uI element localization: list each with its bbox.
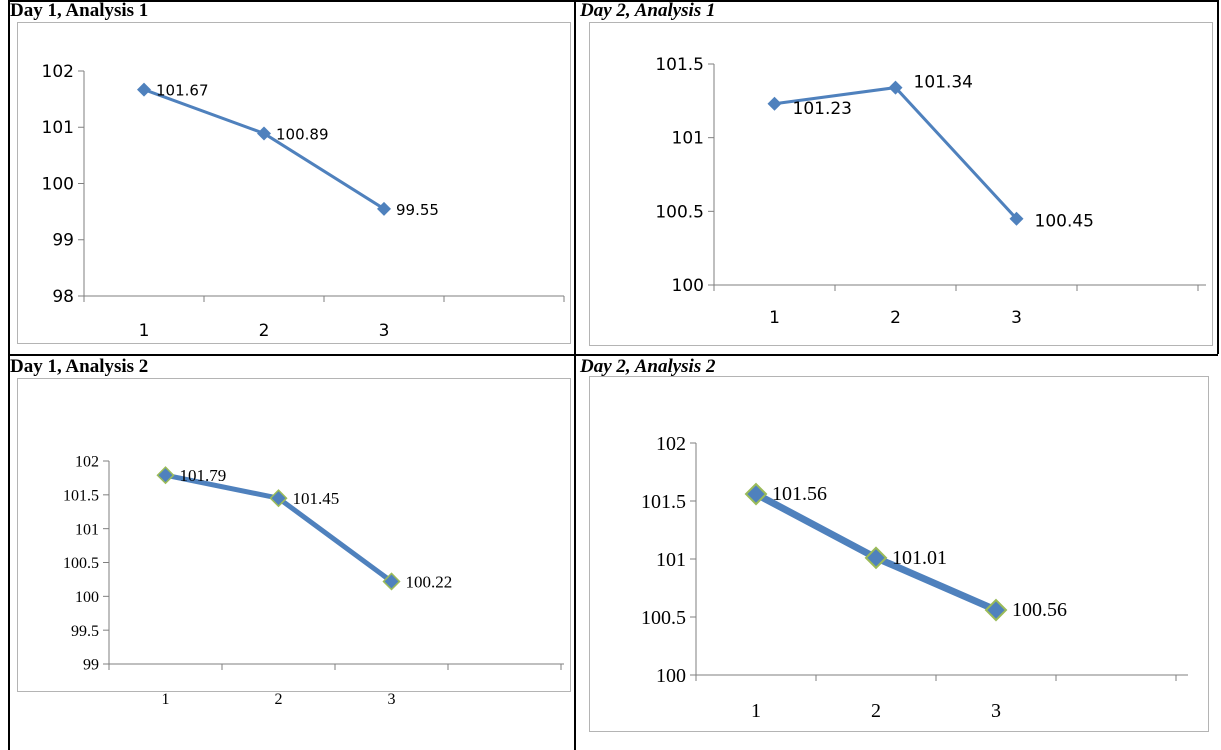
- table-border-right: [1217, 0, 1219, 354]
- chart-svg: 98 99 100 101 102 1 2 3 101.67 100.89 99.55: [42, 62, 565, 341]
- y-tick-label: 100: [672, 276, 704, 296]
- data-point-marker: [269, 489, 288, 508]
- y-tick-label: 100: [42, 174, 74, 194]
- data-point-marker: [257, 126, 271, 141]
- chart-svg: 100 100.5 101 101.5 102 1 2 3 101.56 101.01 100.56: [641, 433, 1188, 722]
- data-point-marker: [984, 598, 1008, 622]
- chart-panel-day1-analysis2: 99 99.5 100 100.5 101 101.5 102 1 2 3 101.79 101.45…: [17, 378, 571, 708]
- data-label: 101.79: [180, 466, 227, 485]
- data-point-marker: [137, 82, 151, 97]
- data-label: 101.34: [914, 73, 973, 93]
- data-point-marker: [744, 482, 768, 506]
- x-tick-label: 2: [275, 691, 283, 708]
- series-line: [142, 88, 386, 211]
- y-tick-label: 102: [42, 62, 74, 82]
- y-tick-label: 101: [75, 521, 99, 538]
- chart-panel-day1-analysis1: 98 99 100 101 102 1 2 3 101.67 100.89 99.55: [17, 22, 571, 344]
- data-label: 101.01: [892, 547, 947, 569]
- y-tick-label: 101: [656, 549, 686, 571]
- y-tick-label: 101.5: [63, 487, 99, 504]
- x-tick-label: 3: [388, 691, 396, 708]
- data-label: 100.45: [1035, 212, 1094, 232]
- data-label: 101.23: [793, 99, 852, 119]
- y-tick-label: 100.5: [63, 555, 99, 572]
- data-point-marker: [1009, 211, 1024, 226]
- y-tick-label: 98: [52, 287, 74, 307]
- y-tick-label: 101: [672, 129, 704, 149]
- data-label: 100.22: [406, 572, 453, 591]
- data-label: 101.45: [293, 489, 340, 508]
- chart-title: Day 1, Analysis 2: [10, 356, 149, 377]
- data-point-marker: [382, 572, 401, 591]
- data-point-marker: [767, 96, 782, 111]
- chart-grid-table: Day 1, Analysis 1 Day 2, Analysis 1 Day …: [8, 0, 1219, 750]
- data-point-marker: [888, 80, 903, 95]
- data-point-marker: [377, 201, 391, 216]
- data-point-marker: [864, 546, 888, 570]
- y-tick-label: 101: [42, 118, 74, 138]
- y-tick-label: 100.5: [655, 202, 704, 222]
- chart-title: Day 2, Analysis 1: [580, 0, 716, 21]
- x-tick-label: 3: [991, 700, 1001, 722]
- x-tick-label: 2: [871, 700, 881, 722]
- data-label: 101.56: [772, 483, 827, 505]
- x-tick-label: 1: [139, 321, 150, 341]
- chart-panel-day2-analysis2: 100 100.5 101 101.5 102 1 2 3 101.56 101.01 100.56: [589, 376, 1209, 732]
- y-tick-label: 101.5: [641, 491, 686, 513]
- chart-svg: 99 99.5 100 100.5 101 101.5 102 1 2 3 101.79 101.45…: [63, 454, 564, 708]
- data-label: 99.55: [396, 201, 439, 219]
- y-tick-label: 99: [83, 657, 99, 674]
- x-tick-label: 3: [1011, 308, 1022, 328]
- chart-title: Day 1, Analysis 1: [10, 0, 149, 21]
- data-label: 100.56: [1012, 599, 1067, 621]
- y-tick-label: 100: [75, 589, 99, 606]
- x-tick-label: 3: [379, 321, 390, 341]
- y-tick-label: 100: [656, 665, 686, 687]
- y-tick-label: 99.5: [71, 623, 99, 640]
- x-tick-label: 2: [890, 308, 901, 328]
- y-tick-label: 101.5: [655, 55, 704, 75]
- chart-title: Day 2, Analysis 2: [580, 356, 716, 377]
- x-tick-label: 1: [162, 691, 170, 708]
- chart-svg: 100 100.5 101 101.5 1 2 3 101.23 101.34 100.45: [655, 55, 1206, 328]
- data-label: 101.67: [156, 82, 209, 100]
- table-border-top: [8, 0, 1218, 2]
- x-tick-label: 1: [769, 308, 780, 328]
- x-tick-label: 2: [259, 321, 270, 341]
- table-border-middle: [8, 354, 1218, 356]
- y-tick-label: 102: [656, 433, 686, 455]
- table-border-left: [8, 0, 10, 750]
- data-point-marker: [156, 466, 175, 485]
- y-tick-label: 102: [75, 454, 99, 471]
- y-tick-label: 99: [52, 231, 74, 251]
- table-border-center: [574, 0, 576, 750]
- x-tick-label: 1: [751, 700, 761, 722]
- chart-panel-day2-analysis1: 100 100.5 101 101.5 1 2 3 101.23 101.34 100.45: [589, 22, 1213, 346]
- data-label: 100.89: [276, 125, 329, 143]
- y-tick-label: 100.5: [641, 607, 686, 629]
